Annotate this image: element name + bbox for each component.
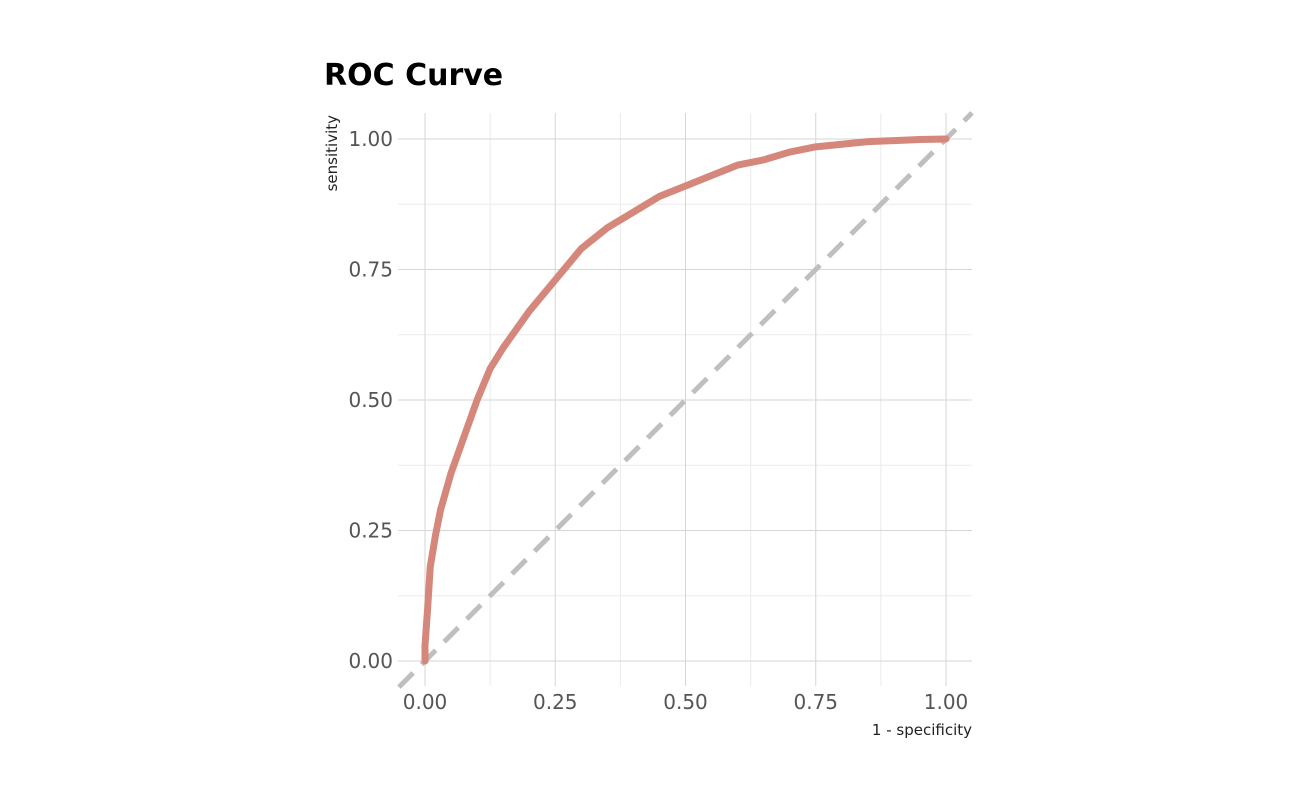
series-layer <box>421 135 950 665</box>
reference-diagonal-line <box>397 111 974 689</box>
x-axis-label: 1 - specificity <box>872 721 972 739</box>
y-axis-label: sensitivity <box>323 115 341 192</box>
y-tick-label: 0.75 <box>348 258 393 282</box>
y-tick-label: 1.00 <box>348 127 393 151</box>
y-tick-label: 0.00 <box>348 649 393 673</box>
y-axis-ticks: 0.00 0.25 0.50 0.75 1.00 <box>348 127 393 673</box>
x-tick-label: 1.00 <box>924 690 969 714</box>
x-tick-label: 0.25 <box>533 690 578 714</box>
x-tick-label: 0.50 <box>663 690 708 714</box>
x-axis-ticks: 0.00 0.25 0.50 0.75 1.00 <box>403 690 969 714</box>
reference-diagonal <box>397 111 974 689</box>
x-tick-label: 0.75 <box>793 690 838 714</box>
chart-title: ROC Curve <box>324 58 503 93</box>
y-tick-label: 0.50 <box>348 388 393 412</box>
y-tick-label: 0.25 <box>348 519 393 543</box>
x-tick-label: 0.00 <box>403 690 448 714</box>
grid <box>398 113 972 686</box>
roc-curve-line <box>421 135 950 665</box>
